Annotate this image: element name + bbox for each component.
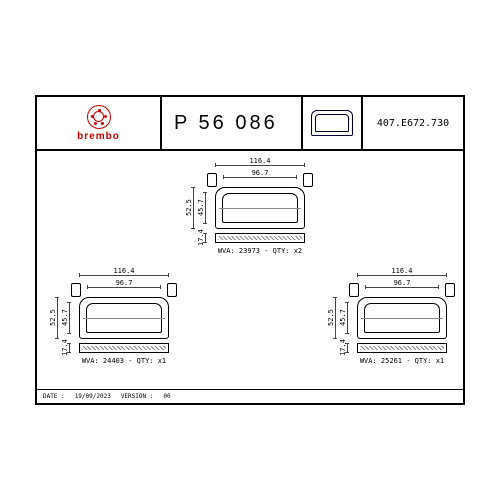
clip-icon: [71, 283, 81, 297]
pad-front: [357, 297, 447, 339]
clip-icon: [349, 283, 359, 297]
dim-thickness: 17.4: [197, 229, 205, 247]
drawing-area: 116.4 96.7 52.5 45.7 17.4 WVA: 23973 - Q…: [37, 151, 463, 389]
clip-icon: [167, 283, 177, 297]
dim-thickness: 17.4: [339, 339, 347, 357]
dim-height-outer: 52.5: [185, 187, 193, 229]
pad-caption-3: WVA: 25261 - QTY: x1: [357, 357, 447, 365]
product-icon-cell: [303, 97, 363, 149]
dim-width-inner: 96.7: [87, 279, 161, 287]
dim-width-inner: 96.7: [365, 279, 439, 287]
pad-front: [215, 187, 305, 229]
clip-icon: [207, 173, 217, 187]
clip-icon: [303, 173, 313, 187]
dim-width-outer: 116.4: [215, 157, 305, 165]
version-label: VERSION :: [121, 393, 154, 400]
dim-width-outer: 116.4: [79, 267, 169, 275]
brand-name: brembo: [77, 131, 120, 142]
pad-side: [79, 343, 169, 353]
pad-side: [215, 233, 305, 243]
footer: DATE : 19/09/2023 VERSION : 00: [37, 389, 463, 403]
version-value: 00: [163, 393, 170, 400]
clip-icon: [445, 283, 455, 297]
dim-width-inner: 96.7: [223, 169, 297, 177]
datasheet: brembo P 56 086 407.E672.730 116.4 96.7 …: [35, 95, 465, 405]
date-value: 19/09/2023: [75, 393, 111, 400]
reference-code: 407.E672.730: [363, 97, 463, 149]
dim-thickness: 17.4: [61, 339, 69, 357]
dim-height-inner: 45.7: [61, 302, 69, 334]
logo-cell: brembo: [37, 97, 162, 149]
part-number-cell: P 56 086: [162, 97, 303, 149]
dim-width-outer: 116.4: [357, 267, 447, 275]
pad-caption-2: WVA: 24403 - QTY: x1: [79, 357, 169, 365]
pad-side: [357, 343, 447, 353]
dim-height-inner: 45.7: [197, 192, 205, 224]
header: brembo P 56 086 407.E672.730: [37, 97, 463, 151]
dim-height-inner: 45.7: [339, 302, 347, 334]
dim-height-outer: 52.5: [327, 297, 335, 339]
dim-height-outer: 52.5: [49, 297, 57, 339]
pad-caption-1: WVA: 23973 - QTY: x2: [215, 247, 305, 255]
part-number: P 56 086: [174, 112, 278, 135]
pad-front: [79, 297, 169, 339]
date-label: DATE :: [43, 393, 65, 400]
brake-pad-icon: [311, 110, 353, 136]
brembo-logo-icon: [87, 105, 111, 129]
